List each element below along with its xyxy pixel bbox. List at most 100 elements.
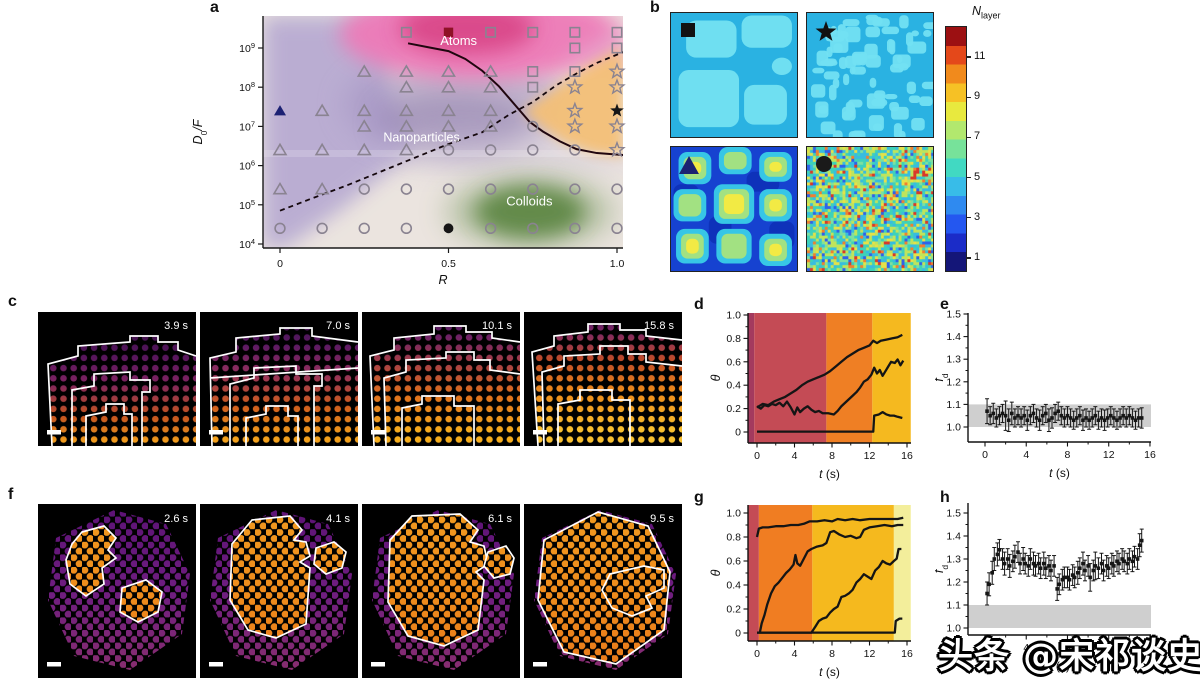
- data-point: [1034, 416, 1039, 420]
- data-point: [1122, 559, 1126, 564]
- marker-triangle: [398, 142, 414, 156]
- data-point: [1053, 411, 1057, 416]
- data-point: [1088, 575, 1092, 580]
- marker-circle: [527, 183, 539, 195]
- data-point: [1031, 561, 1036, 566]
- marker-triangle: [398, 80, 414, 93]
- data-point: [1136, 416, 1141, 420]
- y-tick-label: 1.3: [946, 354, 961, 366]
- stm-frame-f3: 6.1 s: [362, 504, 520, 678]
- data-point: [1065, 413, 1070, 418]
- data-point: [1086, 564, 1090, 568]
- data-point: [1115, 418, 1119, 423]
- data-curve: [757, 547, 902, 634]
- data-point: [1049, 568, 1053, 573]
- x-tick-label: 0: [277, 258, 283, 270]
- data-point: [1068, 416, 1073, 420]
- heatmap-square-case: [670, 12, 798, 138]
- data-point: [1130, 416, 1135, 420]
- y-tick-label: 108: [239, 80, 255, 95]
- colorbar-tick: [967, 257, 971, 259]
- y-tick-label: 0.8: [726, 532, 741, 544]
- colorbar-tick-label: 1: [974, 251, 981, 263]
- colorbar-tick: [967, 176, 971, 179]
- data-point: [1090, 416, 1095, 420]
- data-point: [1096, 418, 1101, 423]
- marker-triangle: [398, 103, 414, 117]
- data-point: [1078, 413, 1082, 418]
- marker-star: [608, 117, 626, 134]
- x-axis-label: R: [438, 273, 447, 287]
- solid-boundary: [407, 42, 623, 156]
- data-point: [1081, 418, 1085, 423]
- panel-label-a: a: [210, 0, 219, 16]
- data-point: [1120, 557, 1124, 561]
- data-point: [1121, 413, 1125, 418]
- timestamp: 15.8 s: [644, 320, 674, 332]
- y-tick-label: 1.0: [946, 623, 961, 635]
- x-tick-label: 1.0: [610, 258, 625, 270]
- x-tick-label: 8: [829, 450, 835, 462]
- data-point: [1031, 411, 1036, 416]
- data-point: [1078, 566, 1082, 570]
- data-point: [1055, 587, 1059, 591]
- x-tick-label: 16: [1144, 642, 1156, 654]
- island-outline: [557, 389, 631, 446]
- phase-markers: [272, 26, 626, 235]
- data-point: [988, 413, 992, 418]
- marker-square: [485, 26, 497, 38]
- scale-bar: [209, 430, 223, 435]
- marker-square: [400, 26, 412, 38]
- y-axis-label: fd: [935, 565, 950, 573]
- data-point: [1071, 418, 1076, 423]
- y-tick-label: 0.4: [726, 580, 741, 592]
- marker-triangle: [441, 103, 456, 117]
- panel-d-theta-plot: 0 4 8 12 16 0 0.2 0.4 0.6 0.8 1.0 t (s) θ: [709, 310, 913, 482]
- marker-star: [566, 77, 584, 95]
- data-point: [1022, 413, 1026, 418]
- data-point: [990, 571, 995, 575]
- data-point: [1041, 561, 1046, 566]
- panel-label-h: h: [940, 489, 950, 506]
- region-label: Colloids: [506, 194, 553, 209]
- island-outline: [601, 565, 665, 617]
- data-point: [1130, 559, 1135, 564]
- data-point: [1091, 568, 1096, 573]
- x-tick-label: 0.5: [441, 258, 456, 270]
- star-marker-icon: [815, 21, 837, 41]
- marker-square: [527, 26, 539, 38]
- data-point: [1081, 561, 1085, 566]
- data-point: [991, 411, 996, 416]
- data-point: [1118, 416, 1122, 420]
- marker-circle: [442, 183, 455, 195]
- panel-label-b: b: [650, 0, 660, 16]
- x-tick-label: 16: [901, 450, 913, 462]
- data-point: [1057, 582, 1062, 587]
- marker-triangle: [483, 119, 499, 132]
- y-tick-label: 1.5: [946, 309, 961, 321]
- data-point: [1099, 561, 1104, 566]
- data-point: [1040, 413, 1045, 418]
- data-point: [1028, 413, 1033, 418]
- x-tick-label: 0: [982, 642, 988, 654]
- island-outline: [229, 515, 311, 639]
- marker-square: [569, 26, 581, 38]
- marker-square: [569, 42, 581, 54]
- data-point: [1135, 557, 1140, 561]
- errorbar-series: [985, 528, 1144, 606]
- marker-circle: [569, 183, 581, 195]
- y-tick-label: 106: [239, 158, 255, 173]
- marker-circle: [443, 223, 454, 234]
- x-tick-label: 12: [864, 648, 876, 660]
- data-point: [1096, 566, 1101, 570]
- errorbar-series: [985, 398, 1144, 433]
- data-point: [997, 548, 1002, 552]
- data-point: [1125, 561, 1130, 566]
- data-point: [1115, 559, 1119, 564]
- timestamp: 10.1 s: [482, 320, 512, 332]
- y-tick-label: 1.1: [946, 600, 961, 612]
- timestamp: 9.5 s: [650, 513, 674, 525]
- colorbar-tick-label: 7: [974, 130, 981, 143]
- panel-label-f: f: [8, 486, 14, 503]
- data-point: [1000, 411, 1005, 416]
